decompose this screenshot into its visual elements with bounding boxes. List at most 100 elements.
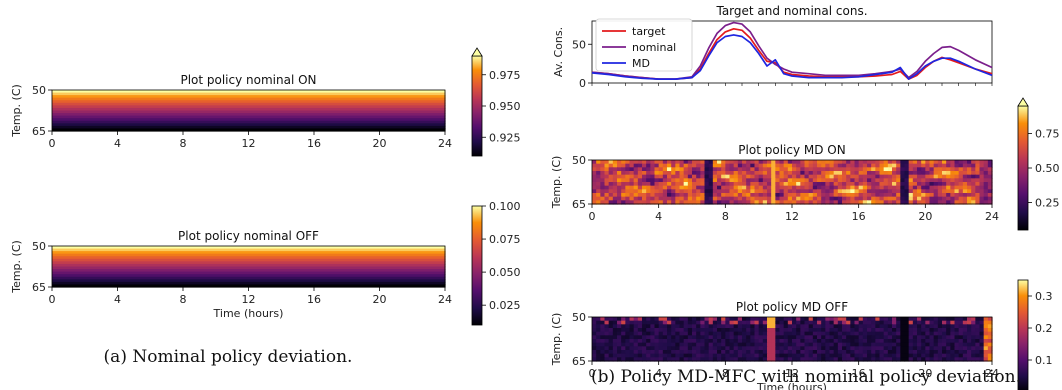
heatmap-cell [654,171,660,176]
heatmap-cell [933,200,939,205]
heatmap-cell [950,342,956,347]
heatmap-cell [679,317,685,322]
heatmap-cell [821,189,826,194]
heatmap-cell [629,335,635,340]
heatmap-cell [833,182,839,187]
heatmap-cell [858,350,864,355]
heatmap-cell [762,339,768,344]
heatmap-cell [658,182,664,187]
heatmap-cell [908,350,914,355]
heatmap-cell [767,350,772,355]
heatmap-cell [900,350,906,355]
heatmap-cell [746,331,751,336]
heatmap-cell [879,178,885,183]
heatmap-cell [917,174,922,179]
heatmap-cell [892,335,897,340]
heatmap-cell [825,346,831,351]
heatmap-cell [983,335,989,340]
heatmap-cell [608,350,614,355]
heatmap-cell [617,174,622,179]
heatmap-cell [783,317,789,322]
heatmap-cell [700,342,706,347]
heatmap-cell [662,163,668,168]
heatmap-cell [600,182,606,187]
heatmap-cell [929,196,935,201]
heatmap-cell [646,342,651,347]
heatmap-cell [617,324,622,329]
heatmap-cell [667,185,672,190]
heatmap-cell [879,342,885,347]
heatmap-cell [812,174,818,179]
heatmap-cell [850,174,856,179]
heatmap-cell [633,324,639,329]
heatmap-cell [667,320,672,325]
heatmap-cell [754,357,760,362]
heatmap-cell [771,324,776,329]
heatmap-cell [942,324,947,329]
heatmap-cell [637,160,643,165]
heatmap-cell [887,160,893,165]
heatmap-cell [825,193,831,198]
x-tick-label: 24 [438,293,452,306]
heatmap-cell [896,189,901,194]
heatmap-cell [762,189,768,194]
heatmap-cell [808,200,814,205]
x-tick-label: 12 [242,293,256,306]
heatmap-cell [671,335,676,340]
heatmap-cell [712,331,718,336]
heatmap-cell [771,174,776,179]
heatmap-cell [612,342,618,347]
heatmap-cell [771,339,776,344]
heatmap-cell [850,317,856,322]
heatmap-cell [842,163,847,168]
heatmap-cell [929,185,935,190]
heatmap-cell [733,171,739,176]
heatmap-cell [921,346,926,351]
heatmap-cell [933,320,939,325]
heatmap-cell [862,357,868,362]
heatmap-cell [862,178,868,183]
heatmap-cell [967,185,972,190]
heatmap-cell [683,174,689,179]
heatmap-cell [692,178,697,183]
heatmap-cell [871,335,876,340]
heatmap-cell [783,328,789,333]
heatmap-cell [904,335,910,340]
heatmap-cell [787,328,793,333]
heatmap-cell [729,320,735,325]
heatmap-cell [967,167,972,172]
heatmap-cell [717,193,722,198]
heatmap-cell [658,342,664,347]
heatmap-cell [596,189,601,194]
heatmap-cell [887,320,893,325]
heatmap-cell [750,324,756,329]
heatmap-cell [804,182,810,187]
heatmap-cell [933,196,939,201]
heatmap-cell [846,328,851,333]
heatmap-cell [771,185,776,190]
heatmap-cell [742,320,747,325]
heatmap-cell [783,353,789,358]
heatmap-cell [721,178,726,183]
heatmap-cell [958,185,964,190]
heatmap-cell [650,196,656,201]
heatmap-cell [633,167,639,172]
heatmap-cell [52,276,446,280]
heatmap-cell [754,189,760,194]
heatmap-cell [737,185,743,190]
heatmap-cell [762,357,768,362]
heatmap-cell [983,185,989,190]
heatmap-cell [979,357,985,362]
heatmap-cell [787,357,793,362]
heatmap-cell [596,196,601,201]
heatmap-cell [879,324,885,329]
heatmap-cell [646,331,651,336]
heatmap-cell [950,196,956,201]
heatmap-cell [629,324,635,329]
heatmap-cell [717,350,722,355]
heatmap-cell [950,335,956,340]
heatmap-cell [925,317,931,322]
heatmap-cell [708,182,714,187]
